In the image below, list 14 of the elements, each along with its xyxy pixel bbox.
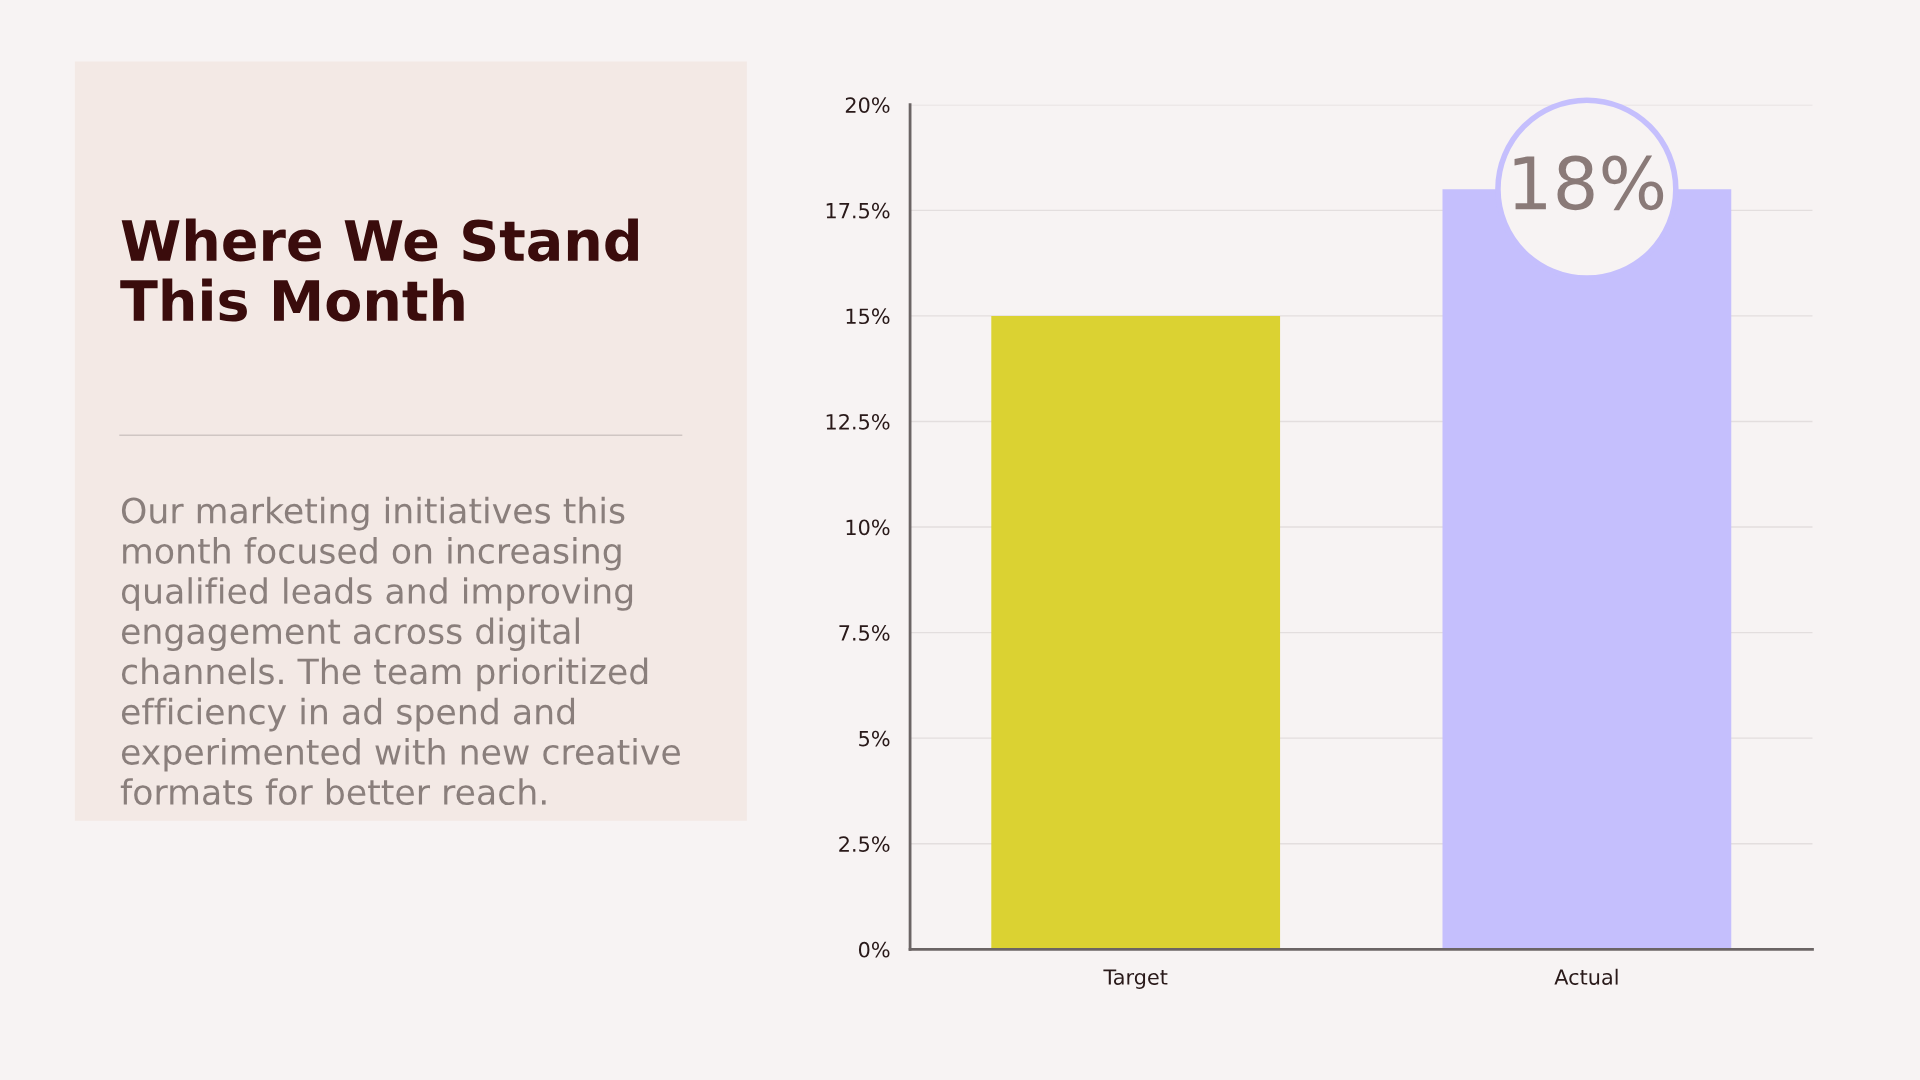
y-tick-label: 0% <box>858 941 890 958</box>
text: Where We Stand This Month <box>120 218 638 322</box>
y-tick-label: 10% <box>846 519 890 536</box>
x-tick-label: Actual <box>1554 968 1618 985</box>
y-tick-label: 17.5% <box>826 202 890 219</box>
y-tick-label: 7.5% <box>839 625 890 641</box>
text: Our marketing initiatives this month focused on increasing qualified leads and improving engagement across digital channels. The team prioritized efficiency in ad spend and experimented with new creative formats for better reach. <box>120 496 680 806</box>
data-label: 18% <box>1514 155 1664 211</box>
y-tick-label: 2.5% <box>839 836 890 852</box>
y-tick-label: 12.5% <box>826 413 890 430</box>
x-tick-label: Target <box>1103 969 1168 989</box>
y-tick-label: 15% <box>846 308 890 325</box>
y-tick-label: 5% <box>859 730 890 747</box>
y-tick-label: 20% <box>845 97 890 113</box>
